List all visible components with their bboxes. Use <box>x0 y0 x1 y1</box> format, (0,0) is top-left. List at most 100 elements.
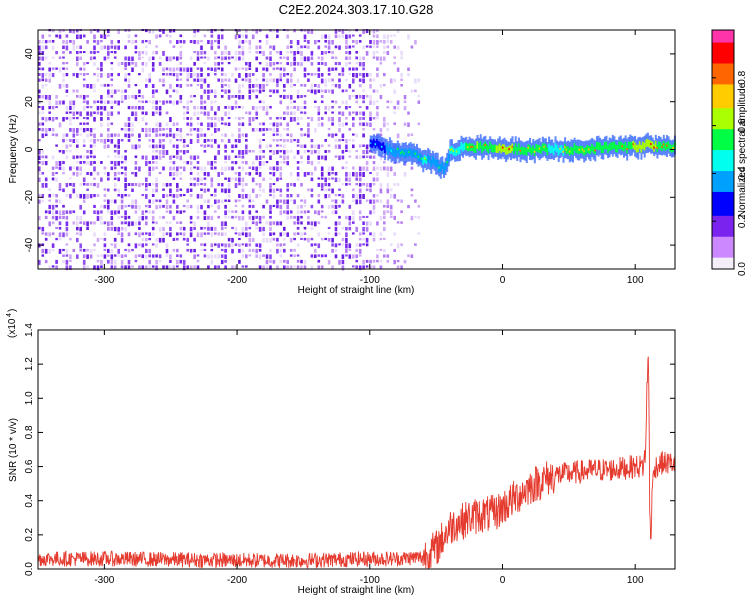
spectrogram-cell <box>379 237 383 241</box>
signal-track-peak <box>581 148 585 151</box>
spectrogram-cell <box>51 248 55 252</box>
spectrogram-cell <box>145 29 148 33</box>
spectrogram-cell <box>76 111 79 115</box>
spectrogram-y-tick-label: -40 <box>24 237 35 252</box>
spectrogram-cell <box>82 62 86 66</box>
spectrogram-cell <box>307 172 310 176</box>
spectrogram-cell <box>396 243 400 249</box>
spectrogram-cell <box>169 95 172 98</box>
spectrogram-cell <box>341 226 345 230</box>
spectrogram-cell <box>200 100 203 105</box>
spectrogram-cell <box>220 84 224 89</box>
spectrogram-cell <box>155 133 158 137</box>
spectrogram-cell <box>158 172 162 175</box>
signal-track-peak <box>543 145 546 148</box>
spectrogram-cell <box>369 84 372 89</box>
spectrogram-cell <box>41 172 45 175</box>
signal-track-band <box>640 144 643 153</box>
colorbar-tick-label: 0.6 <box>737 118 748 132</box>
spectrogram-cell <box>172 45 176 48</box>
spectrogram-cell <box>345 161 348 164</box>
spectrogram-cell <box>338 106 341 109</box>
spectrogram-cell <box>193 254 196 259</box>
spectrogram-cell <box>352 265 355 268</box>
spectrogram-cell <box>369 122 372 127</box>
spectrogram-cell <box>155 243 158 248</box>
spectrogram-cell <box>358 84 362 88</box>
spectrogram-cell <box>331 56 334 59</box>
spectrogram-cell <box>38 194 41 198</box>
spectrogram-cell <box>86 84 89 89</box>
spectrogram-cell <box>338 128 341 133</box>
colorbar-step <box>712 98 734 103</box>
spectrogram-cell <box>283 89 286 92</box>
spectrogram-cell <box>217 150 220 155</box>
signal-track-band <box>580 145 582 154</box>
spectrogram-cell <box>48 188 51 191</box>
spectrogram-cell <box>348 254 352 259</box>
spectrogram-cell <box>231 106 234 110</box>
spectrogram-cell <box>393 111 396 115</box>
signal-track-band <box>411 150 414 158</box>
spectrogram-cell <box>120 89 124 94</box>
spectrogram-cell <box>272 194 276 199</box>
spectrogram-cell <box>327 106 331 111</box>
spectrogram-cell <box>176 139 179 142</box>
spectrogram-cell <box>276 243 279 247</box>
spectrogram-cell <box>341 67 345 73</box>
spectrogram-x-axis-label: Height of straight line (km) <box>298 285 415 296</box>
spectrogram-cell <box>148 210 151 214</box>
spectrogram-cell <box>303 95 307 98</box>
spectrogram-cell <box>414 243 417 246</box>
spectrogram-cell <box>303 259 307 265</box>
spectrogram-cell <box>296 177 300 181</box>
spectrogram-cell <box>324 78 327 84</box>
spectrogram-cell <box>279 56 283 60</box>
spectrogram-cell <box>182 67 186 72</box>
spectrogram-cell <box>41 133 45 138</box>
spectrogram-cell <box>169 29 172 33</box>
spectrogram-cell <box>165 183 169 187</box>
spectrogram-cell <box>93 100 96 104</box>
spectrogram-cell <box>93 51 96 55</box>
spectrogram-cell <box>355 100 358 104</box>
spectrogram-cell <box>224 188 227 194</box>
spectrogram-cell <box>314 150 317 154</box>
signal-track-band <box>638 141 641 149</box>
spectrogram-cell <box>234 95 238 98</box>
spectrogram-cell <box>352 40 355 43</box>
signal-track-band <box>664 143 667 151</box>
spectrogram-cell <box>82 100 86 104</box>
spectrogram-cell <box>103 194 107 197</box>
spectrogram-cell <box>148 183 151 186</box>
spectrogram-cell <box>172 199 176 204</box>
spectrogram-cell <box>79 221 82 224</box>
spectrogram-cell <box>103 248 107 251</box>
spectrogram-cell <box>245 254 248 259</box>
spectrogram-cell <box>189 40 193 44</box>
spectrogram-cell <box>93 221 96 225</box>
spectrogram-cell <box>234 265 238 270</box>
spectrogram-cell <box>65 67 69 70</box>
spectrogram-cell <box>348 139 352 141</box>
spectrogram-cell <box>262 161 265 166</box>
spectrogram-cell <box>362 144 365 147</box>
spectrogram-cell <box>124 95 127 100</box>
spectrogram-cell <box>158 259 162 263</box>
spectrogram-cell <box>141 243 145 248</box>
spectrogram-cell <box>179 172 183 176</box>
spectrogram-cell <box>100 106 103 110</box>
spectrogram-cell <box>134 199 138 205</box>
signal-track-band <box>573 143 576 151</box>
spectrogram-cell <box>89 106 93 109</box>
spectrogram-cell <box>372 232 376 238</box>
spectrogram-cell <box>403 122 407 126</box>
spectrogram-cell <box>214 117 217 121</box>
spectrogram-x-tick-label: -300 <box>94 275 114 286</box>
spectrogram-cell <box>134 62 138 67</box>
spectrogram-cell <box>51 56 55 59</box>
spectrogram-cell <box>72 221 76 225</box>
spectrogram-cell <box>358 106 362 108</box>
spectrogram-cell <box>369 232 372 236</box>
spectrogram-cell <box>372 177 376 182</box>
